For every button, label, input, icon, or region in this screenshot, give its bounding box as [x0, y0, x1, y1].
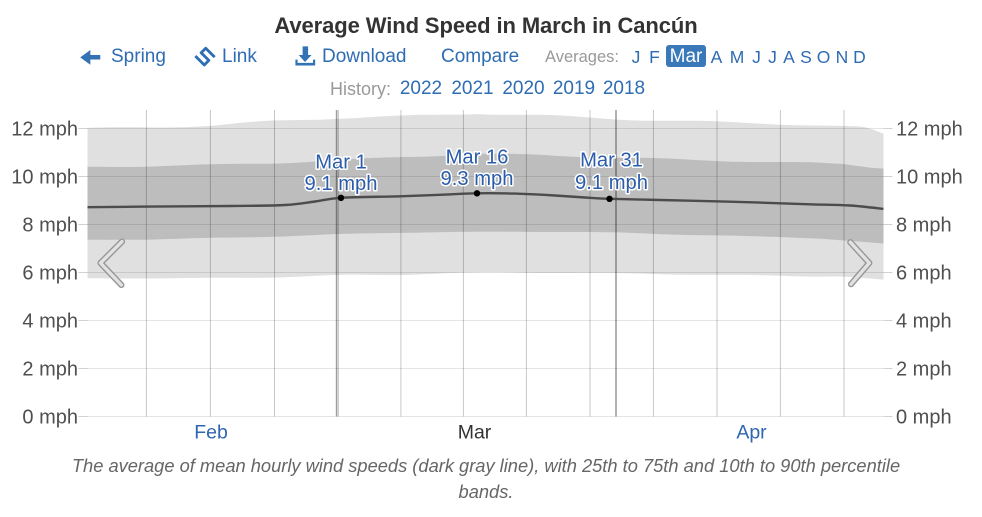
svg-text:4 mph: 4 mph [22, 311, 78, 333]
svg-text:8 mph: 8 mph [896, 215, 952, 237]
svg-text:Feb: Feb [194, 422, 228, 444]
svg-text:6 mph: 6 mph [22, 263, 78, 285]
svg-text:9.3 mph: 9.3 mph [441, 168, 514, 190]
svg-text:8 mph: 8 mph [22, 215, 78, 237]
svg-text:9.1 mph: 9.1 mph [575, 172, 648, 194]
svg-text:0 mph: 0 mph [22, 407, 78, 429]
svg-text:12 mph: 12 mph [896, 119, 963, 141]
svg-text:Mar 1: Mar 1 [315, 152, 367, 174]
svg-text:2 mph: 2 mph [896, 359, 952, 381]
svg-text:Apr: Apr [736, 422, 767, 444]
svg-text:10 mph: 10 mph [11, 167, 78, 189]
svg-text:0 mph: 0 mph [896, 407, 952, 429]
svg-text:9.1 mph: 9.1 mph [305, 173, 378, 195]
svg-text:Mar: Mar [458, 422, 492, 444]
svg-text:10 mph: 10 mph [896, 167, 963, 189]
svg-text:12 mph: 12 mph [11, 119, 78, 141]
svg-text:Mar 31: Mar 31 [580, 150, 643, 172]
svg-text:2 mph: 2 mph [22, 359, 78, 381]
svg-text:4 mph: 4 mph [896, 311, 952, 333]
svg-text:6 mph: 6 mph [896, 263, 952, 285]
svg-text:Mar 16: Mar 16 [446, 147, 509, 169]
